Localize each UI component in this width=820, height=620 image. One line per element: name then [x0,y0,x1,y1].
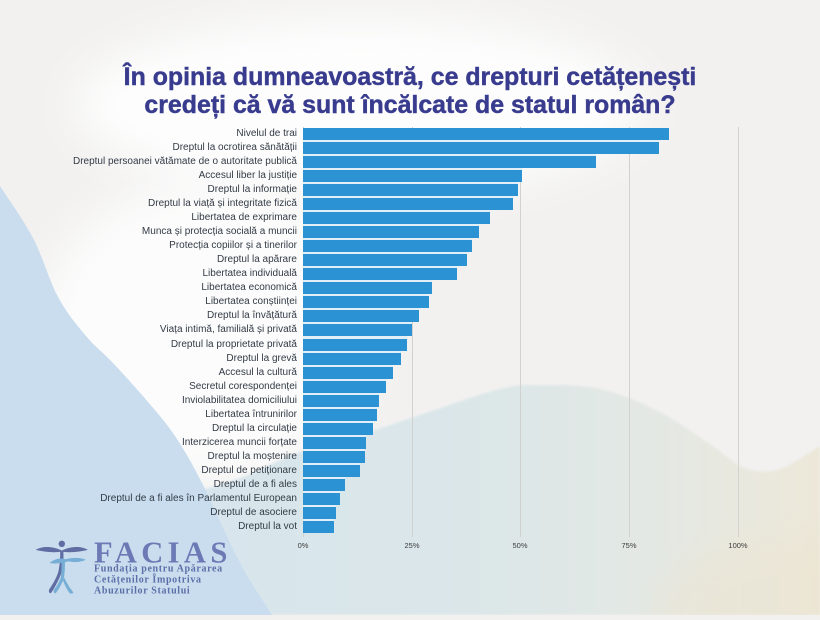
svg-text:FACIAS: FACIAS [94,537,232,569]
svg-text:Cetățenilor Împotriva: Cetățenilor Împotriva [94,574,202,586]
svg-text:Fundația pentru Apărarea: Fundația pentru Apărarea [94,564,223,575]
svg-text:Abuzurilor Statului: Abuzurilor Statului [94,586,190,597]
